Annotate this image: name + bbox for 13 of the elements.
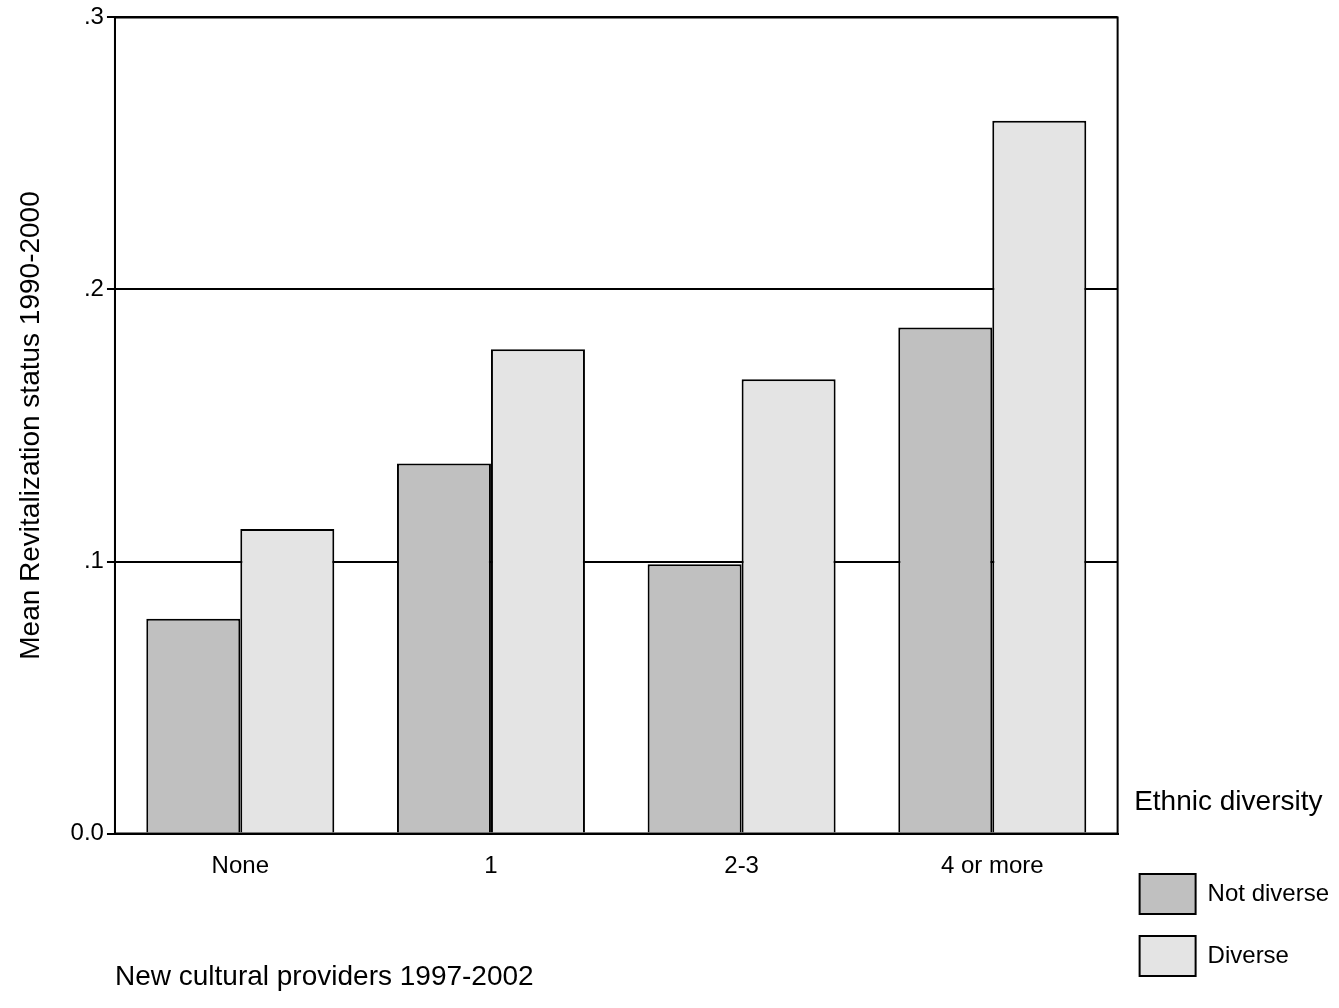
- y-tick-label: 0.0: [70, 818, 104, 846]
- x-tick-label: 2-3: [724, 850, 759, 878]
- legend-label: Diverse: [1207, 940, 1289, 968]
- y-tick-label: .1: [83, 546, 104, 574]
- y-axis-title: Mean Revitalization status 1990-2000: [13, 191, 45, 660]
- x-tick-label: 4 or more: [940, 850, 1044, 878]
- legend-label: Not diverse: [1207, 878, 1330, 906]
- x-tick-label: None: [211, 850, 269, 878]
- y-tick-label: .2: [83, 274, 104, 302]
- y-tick-label: .3: [83, 2, 104, 30]
- legend-title: Ethnic diversity: [1134, 785, 1323, 817]
- x-axis-title: New cultural providers 1997-2002: [114, 959, 534, 991]
- x-tick-label: 1: [484, 850, 498, 878]
